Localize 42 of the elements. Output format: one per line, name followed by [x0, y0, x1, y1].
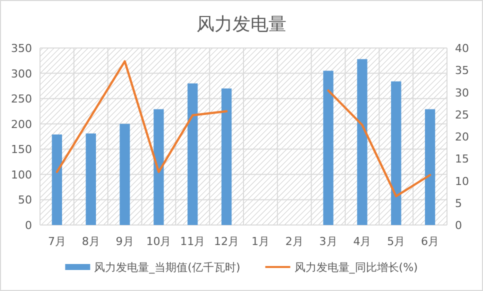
y2-tick-label: 0	[455, 219, 462, 232]
x-tick-label: 12月	[214, 235, 240, 248]
y2-tick-label: 25	[455, 108, 469, 122]
bar	[120, 124, 130, 225]
x-tick-label: 9月	[116, 235, 134, 248]
y-tick-label: 300	[11, 67, 32, 80]
x-tick-label: 6月	[421, 235, 440, 248]
legend-label: 风力发电量_同比增长(%)	[294, 261, 418, 274]
y-tick-label: 0	[25, 219, 32, 232]
x-tick-label: 3月	[319, 235, 338, 248]
y-tick-label: 250	[11, 92, 32, 106]
y2-tick-label: 40	[455, 42, 469, 55]
y2-tick-label: 30	[455, 86, 469, 100]
y-tick-label: 350	[11, 42, 32, 55]
x-tick-label: 1月	[251, 235, 270, 248]
y2-tick-label: 10	[455, 174, 469, 188]
y-tick-label: 50	[18, 194, 32, 207]
y-tick-label: 100	[11, 168, 32, 182]
bar	[86, 133, 96, 225]
bar	[357, 59, 368, 225]
bar	[323, 70, 334, 225]
x-tick-label: 4月	[353, 235, 372, 248]
y2-tick-label: 5	[455, 196, 462, 210]
bar	[391, 81, 402, 225]
x-tick-label: 10月	[146, 235, 172, 248]
x-tick-label: 8月	[82, 235, 100, 248]
y2-tick-label: 35	[455, 64, 469, 78]
y2-tick-label: 15	[455, 152, 469, 166]
bar	[154, 109, 164, 225]
y-tick-label: 150	[11, 143, 32, 156]
x-tick-label: 11月	[180, 235, 206, 248]
bar	[424, 109, 436, 225]
y2-tick-label: 20	[455, 130, 469, 144]
bar	[188, 83, 198, 225]
bar	[52, 134, 62, 225]
y-tick-label: 200	[11, 118, 32, 131]
legend-label: 风力发电量_当期值(亿千瓦时)	[94, 261, 240, 274]
chart-title: 风力发电量	[196, 14, 286, 35]
bar	[221, 88, 232, 225]
x-tick-label: 7月	[48, 235, 66, 248]
x-tick-label: 5月	[387, 235, 406, 248]
x-tick-label: 2月	[285, 235, 304, 248]
